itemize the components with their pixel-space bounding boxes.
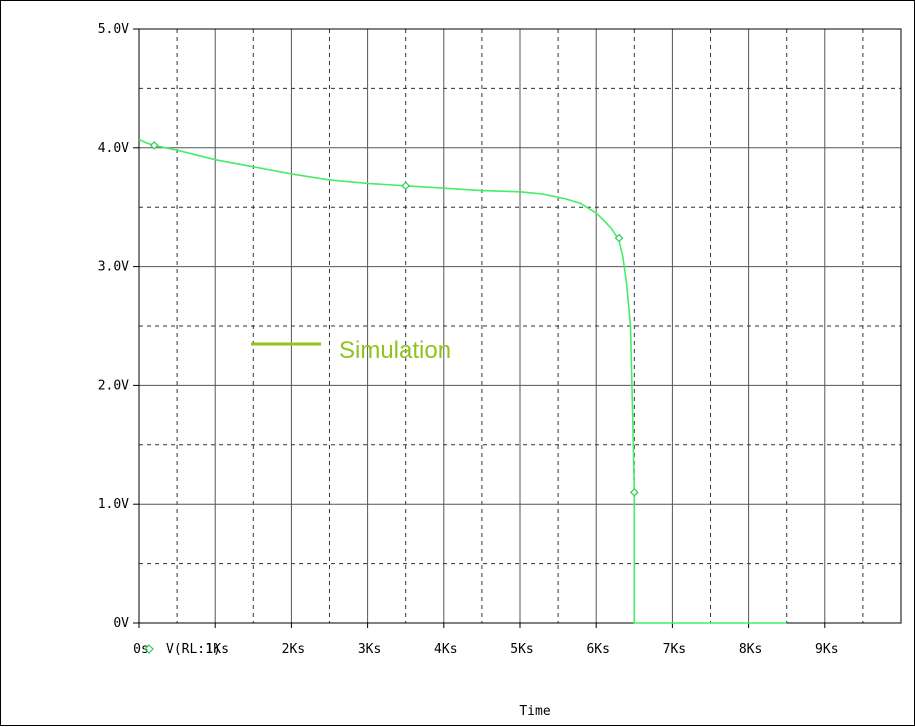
x-axis-ticks: 0s 1Ks 2Ks 3Ks 4Ks 5Ks 6Ks 7Ks 8Ks 9Ks [133,623,839,657]
legend-marker [144,644,154,654]
x-tick-label: 3Ks [358,642,381,657]
series-marker [401,181,411,191]
x-axis-label: Time [519,704,550,719]
series-marker [629,487,639,497]
y-tick-label: 1.0V [98,497,129,512]
grid [139,29,901,623]
series-marker [149,141,159,150]
legend-label-v-rl: V(RL:1) [166,642,221,657]
x-tick-label: 7Ks [663,642,686,657]
series-layer [138,138,787,624]
y-axis-ticks: 0V 1.0V 2.0V 3.0V 4.0V 5.0V [98,22,139,631]
legend: V(RL:1) [144,642,221,657]
x-tick-label: 6Ks [586,642,609,657]
series-line-v-rl [138,138,787,624]
y-tick-label: 3.0V [98,260,129,275]
annotation: Simulation [251,337,451,364]
annotation-label: Simulation [339,337,451,364]
x-tick-label: 4Ks [434,642,457,657]
y-tick-label: 5.0V [98,22,129,37]
series-marker [614,233,624,243]
x-tick-label: 1Ks [205,642,228,657]
x-tick-label: 0s [133,642,149,657]
x-tick-label: 2Ks [282,642,305,657]
y-tick-label: 0V [113,616,129,631]
y-tick-label: 2.0V [98,378,129,393]
x-tick-label: 8Ks [739,642,762,657]
x-tick-label: 5Ks [510,642,533,657]
x-tick-label: 9Ks [815,642,838,657]
y-tick-label: 4.0V [98,141,129,156]
